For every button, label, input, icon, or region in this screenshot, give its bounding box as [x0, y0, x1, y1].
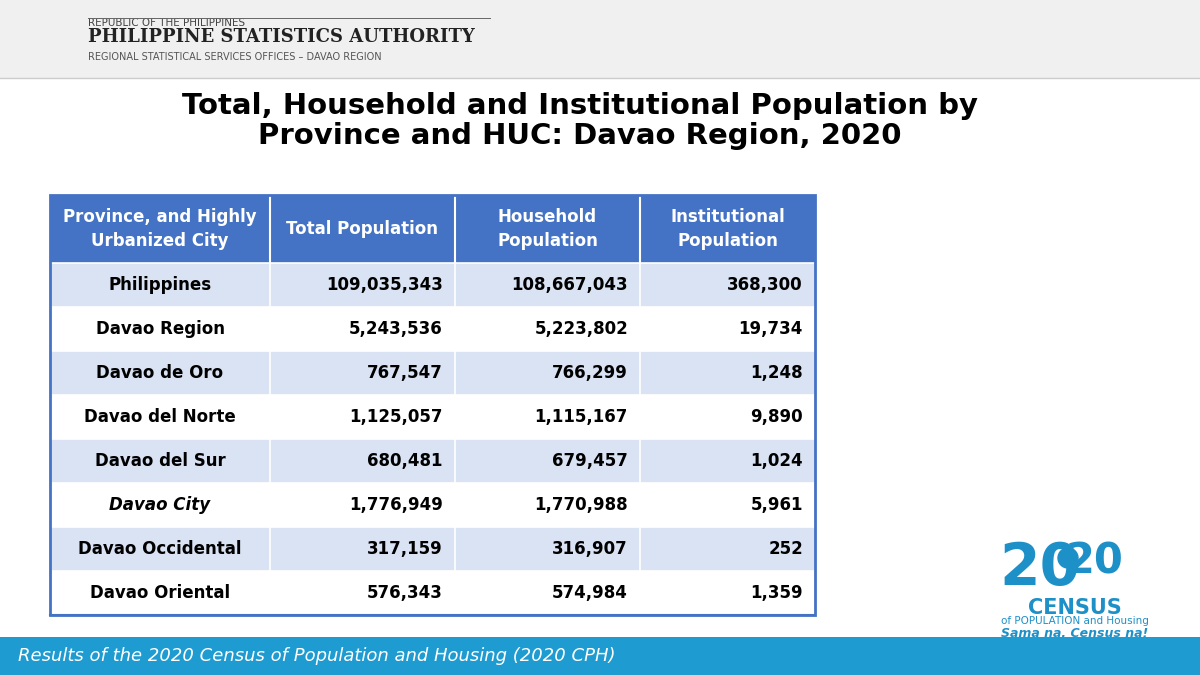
- Text: Davao del Norte: Davao del Norte: [84, 408, 236, 426]
- Bar: [50, 195, 815, 263]
- Text: Province, and Highly
Urbanized City: Province, and Highly Urbanized City: [64, 208, 257, 250]
- Text: 109,035,343: 109,035,343: [326, 276, 443, 294]
- Text: Sama na, Census na!: Sama na, Census na!: [1001, 627, 1148, 640]
- Text: 574,984: 574,984: [552, 584, 628, 602]
- Bar: [0, 0, 1200, 78]
- Text: Province and HUC: Davao Region, 2020: Province and HUC: Davao Region, 2020: [258, 122, 901, 150]
- Bar: [50, 263, 815, 307]
- Text: 1,248: 1,248: [750, 364, 803, 382]
- Text: 1,115,167: 1,115,167: [535, 408, 628, 426]
- Text: CENSUS: CENSUS: [1028, 598, 1122, 618]
- Text: 1,024: 1,024: [750, 452, 803, 470]
- Text: Total Population: Total Population: [287, 220, 438, 238]
- Text: Davao Oriental: Davao Oriental: [90, 584, 230, 602]
- Text: 20: 20: [1066, 540, 1124, 582]
- Text: 767,547: 767,547: [367, 364, 443, 382]
- Text: 679,457: 679,457: [552, 452, 628, 470]
- Text: Total, Household and Institutional Population by: Total, Household and Institutional Popul…: [182, 92, 978, 120]
- Text: Philippines: Philippines: [108, 276, 211, 294]
- Text: 9,890: 9,890: [750, 408, 803, 426]
- Text: 5,961: 5,961: [750, 496, 803, 514]
- Bar: [50, 307, 815, 351]
- Circle shape: [1058, 548, 1078, 568]
- Bar: [50, 395, 815, 439]
- Text: Davao Occidental: Davao Occidental: [78, 540, 241, 558]
- Text: 19,734: 19,734: [739, 320, 803, 338]
- Text: 680,481: 680,481: [367, 452, 443, 470]
- Text: 108,667,043: 108,667,043: [511, 276, 628, 294]
- Text: Davao del Sur: Davao del Sur: [95, 452, 226, 470]
- Text: 317,159: 317,159: [367, 540, 443, 558]
- Text: of POPULATION and Housing: of POPULATION and Housing: [1001, 616, 1148, 626]
- Bar: [50, 483, 815, 527]
- Text: REGIONAL STATISTICAL SERVICES OFFICES – DAVAO REGION: REGIONAL STATISTICAL SERVICES OFFICES – …: [88, 52, 382, 62]
- Text: Results of the 2020 Census of Population and Housing (2020 CPH): Results of the 2020 Census of Population…: [18, 647, 616, 665]
- Text: 5,223,802: 5,223,802: [534, 320, 628, 338]
- Text: Davao Region: Davao Region: [96, 320, 224, 338]
- Bar: [50, 195, 815, 615]
- Text: Davao de Oro: Davao de Oro: [96, 364, 223, 382]
- Bar: [50, 351, 815, 395]
- Text: 368,300: 368,300: [727, 276, 803, 294]
- Text: Institutional
Population: Institutional Population: [670, 208, 785, 250]
- Text: 252: 252: [768, 540, 803, 558]
- Text: 20: 20: [1000, 540, 1080, 597]
- Text: 576,343: 576,343: [367, 584, 443, 602]
- Text: 1,776,949: 1,776,949: [349, 496, 443, 514]
- Text: Davao City: Davao City: [109, 496, 210, 514]
- Text: 1,359: 1,359: [750, 584, 803, 602]
- Bar: [0, 637, 1200, 675]
- Text: 316,907: 316,907: [552, 540, 628, 558]
- Text: 5,243,536: 5,243,536: [349, 320, 443, 338]
- Text: 766,299: 766,299: [552, 364, 628, 382]
- Text: PHILIPPINE STATISTICS AUTHORITY: PHILIPPINE STATISTICS AUTHORITY: [88, 28, 475, 46]
- Text: Household
Population: Household Population: [497, 208, 598, 250]
- Bar: [50, 527, 815, 571]
- Bar: [50, 439, 815, 483]
- Bar: [50, 571, 815, 615]
- Text: 1,125,057: 1,125,057: [349, 408, 443, 426]
- Text: 1,770,988: 1,770,988: [534, 496, 628, 514]
- Text: REPUBLIC OF THE PHILIPPINES: REPUBLIC OF THE PHILIPPINES: [88, 18, 245, 28]
